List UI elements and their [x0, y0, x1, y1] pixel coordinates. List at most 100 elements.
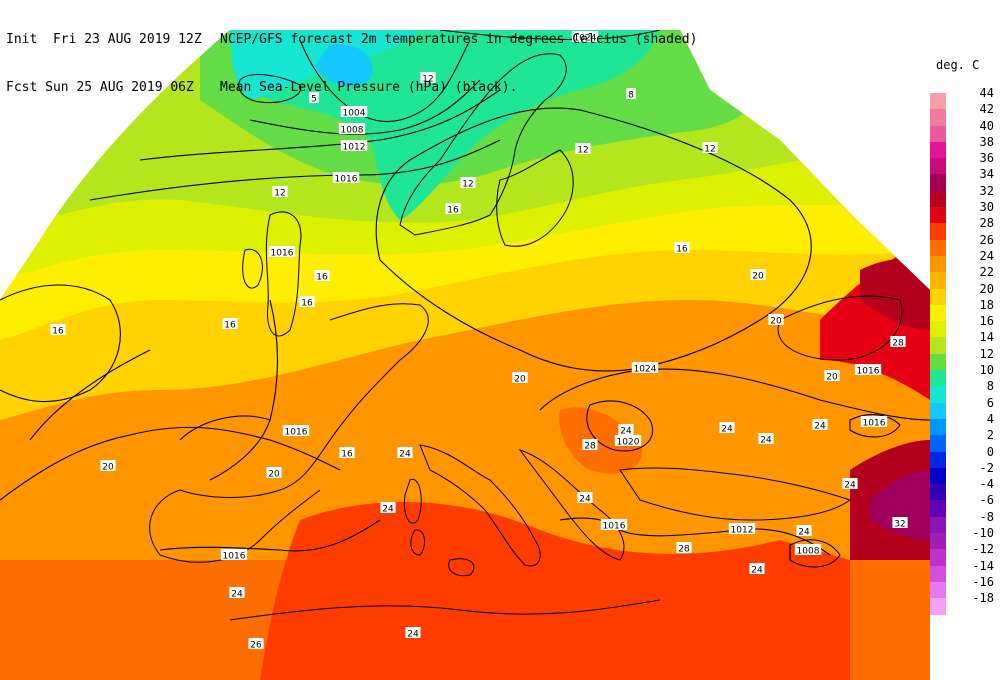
isobar-label-bg [282, 425, 310, 436]
isobar-label: 1016 [285, 428, 308, 438]
isobar-label: 1008 [341, 126, 364, 136]
isobar-label: 1024 [634, 365, 657, 375]
legend-entry: 6 [930, 396, 1000, 419]
isobar-label-bg [614, 435, 642, 446]
temperature-label-bg [272, 186, 288, 197]
legend-entry: 16 [930, 314, 1000, 338]
legend-entry: 18 [930, 298, 1000, 322]
temperature-label: 20 [826, 373, 838, 383]
legend-label: 20 [979, 281, 994, 296]
legend-swatch [930, 174, 946, 191]
legend-label: 6 [986, 395, 994, 410]
legend-swatch [930, 418, 946, 436]
legend-label: 30 [979, 200, 994, 215]
temperature-label: 20 [268, 470, 280, 480]
temperature-label: 16 [341, 450, 353, 460]
legend-swatch [930, 402, 946, 419]
legend-label: 34 [979, 167, 994, 182]
temperature-label-bg [445, 203, 461, 214]
legend-label: 0 [986, 444, 994, 459]
legend-entry: 34 [930, 167, 1000, 191]
temperature-label-bg [750, 269, 766, 280]
legend-swatch [930, 321, 946, 338]
legend-entry: -4 [930, 477, 1000, 501]
temperature-label-bg [314, 270, 330, 281]
legend-swatch [930, 272, 946, 289]
temperature-label: 24 [751, 566, 763, 576]
legend-label: -16 [972, 574, 994, 589]
isobar-label: 1024 [574, 34, 597, 44]
legend-label: 4 [986, 411, 994, 426]
legend-entry: 20 [930, 282, 1000, 305]
legend-label: 2 [986, 428, 994, 443]
product-title: NCEP/GFS forecast 2m temperatures in deg… [220, 32, 698, 47]
legend-label: -6 [979, 493, 994, 508]
temperature-label: 24 [844, 481, 856, 491]
legend-swatch [930, 288, 946, 305]
temperature-label-bg [892, 517, 908, 528]
temperature-label-bg [577, 492, 593, 503]
temperature-label-bg [842, 478, 858, 489]
legend-swatch [930, 255, 946, 273]
forecast-time: Fcst Sun 25 AUG 2019 06Z [6, 80, 194, 95]
temperature-label: 12 [577, 146, 588, 156]
legend-swatch [930, 500, 946, 517]
legend-swatch [930, 337, 946, 354]
temperature-label: 12 [274, 189, 285, 199]
temperature-label: 20 [102, 463, 114, 473]
legend-swatch [930, 223, 946, 240]
legend-label: 16 [979, 314, 994, 329]
legend-label: -4 [979, 477, 994, 492]
temperature-label: 24 [399, 450, 411, 460]
legend-entry: 26 [930, 233, 1000, 256]
legend-entry: 10 [930, 363, 1000, 387]
legend-label: 10 [979, 363, 994, 378]
legend-swatch [930, 125, 946, 142]
legend-entry: 22 [930, 265, 1000, 289]
map-header: Init Fri 23 AUG 2019 12Z NCEP/GFS forecas… [6, 0, 697, 112]
temperature-label-bg [405, 627, 421, 638]
legend-entry: 24 [930, 249, 1000, 273]
legend-swatch [930, 598, 946, 615]
temperature-label: 8 [628, 91, 634, 101]
temperature-label: 32 [894, 520, 905, 530]
temperature-label-bg [719, 422, 735, 433]
temperature-label: 24 [231, 590, 243, 600]
temperature-label: 24 [407, 630, 419, 640]
isobar-label-bg [728, 523, 756, 534]
temperature-label-bg [824, 370, 840, 381]
legend-swatch [930, 93, 946, 110]
legend-swatch [930, 467, 946, 485]
temperature-label: 16 [301, 299, 313, 309]
legend-entry: 44 [930, 86, 1000, 110]
legend-entry: 12 [930, 347, 1000, 371]
isobar-label: 1016 [271, 249, 294, 259]
legend-swatch [930, 581, 946, 599]
isobar-label-bg [268, 246, 296, 257]
temperature-label: 24 [579, 495, 591, 505]
isobar-label: 1020 [617, 438, 640, 448]
temperature-label: 20 [514, 375, 526, 385]
legend-swatch [930, 533, 946, 550]
legend-swatch [930, 565, 946, 582]
temperature-label: 28 [892, 339, 904, 349]
legend-entry: 8 [930, 379, 1000, 403]
legend-label: 36 [979, 151, 994, 166]
legend-entry: -6 [930, 493, 1000, 517]
temperature-label-bg [50, 324, 66, 335]
legend-swatch [930, 353, 946, 371]
temperature-label: 28 [678, 545, 690, 555]
isobar-label-bg [600, 519, 628, 530]
legend-label: 8 [986, 379, 994, 394]
temperature-label: 28 [584, 442, 596, 452]
legend-swatch [930, 516, 946, 534]
temperature-legend: 44 42 40 38 36 34 32 30 28 26 24 22 20 18 16 14 12 10 8 6 4 2… [930, 86, 1000, 615]
legend-swatch [930, 435, 946, 452]
isobar-label-bg [338, 123, 366, 134]
temperature-label: 16 [447, 206, 459, 216]
isobar-label: 1012 [731, 526, 754, 536]
isobar-label-bg [794, 544, 822, 555]
temperature-label: 24 [814, 422, 826, 432]
temperature-label-bg [100, 460, 116, 471]
temperature-label: 24 [382, 505, 394, 515]
